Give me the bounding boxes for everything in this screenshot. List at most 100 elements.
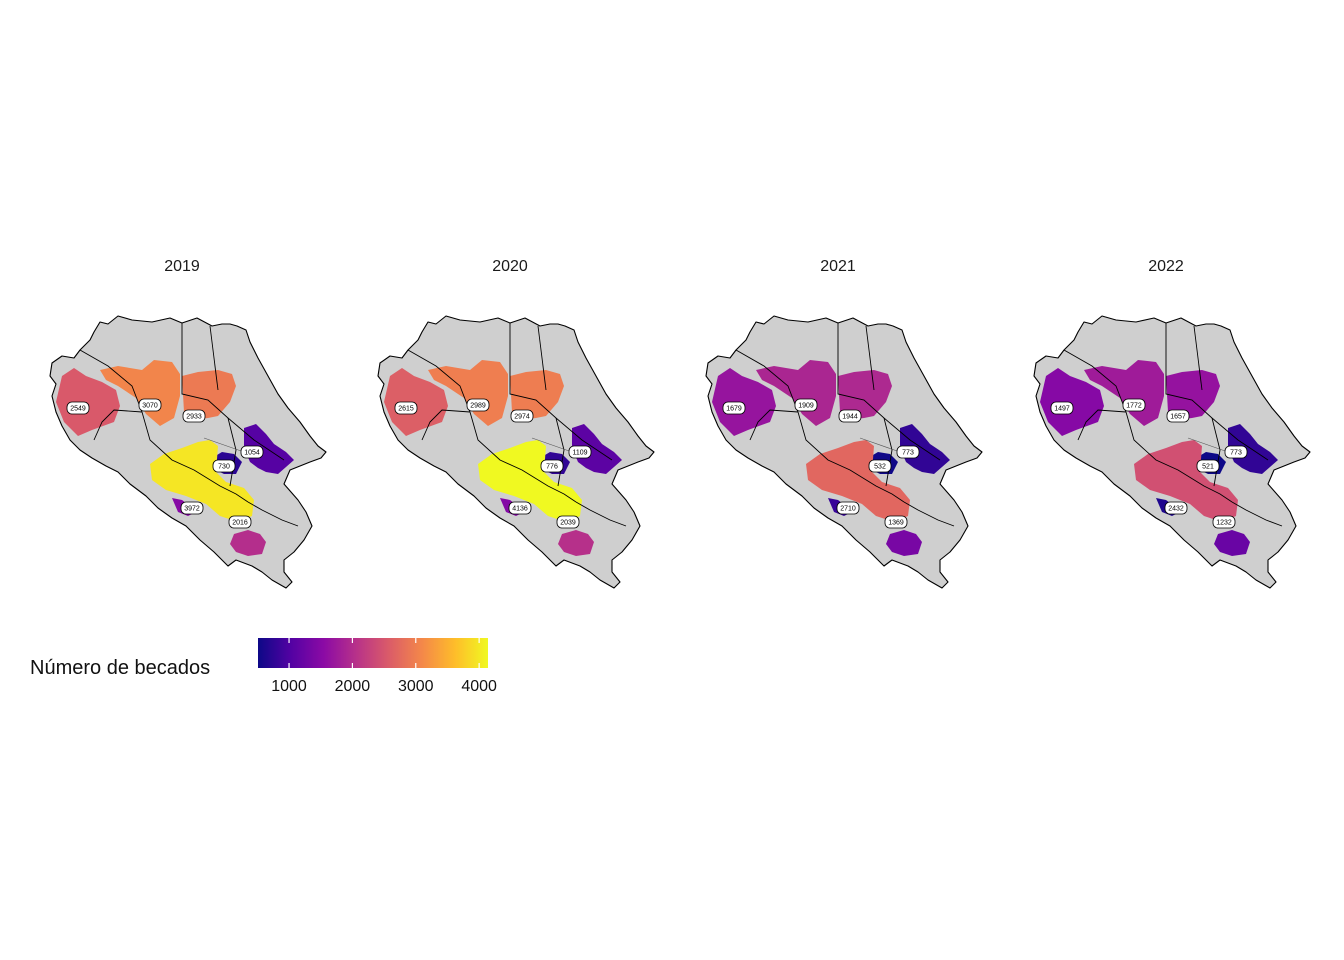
region-brunca bbox=[558, 530, 594, 556]
region-border bbox=[735, 349, 905, 503]
region-central bbox=[150, 440, 254, 522]
region-central bbox=[478, 440, 582, 522]
region-border bbox=[749, 409, 799, 441]
value-label: 1679 bbox=[722, 401, 746, 415]
value-label-text: 1497 bbox=[1054, 406, 1070, 413]
value-label-text: 532 bbox=[874, 464, 886, 471]
value-label-box bbox=[884, 515, 908, 529]
value-label-box bbox=[1212, 515, 1236, 529]
value-label-text: 776 bbox=[546, 464, 558, 471]
value-label-box bbox=[212, 459, 236, 473]
value-label-box bbox=[1164, 501, 1188, 515]
value-label-text: 3070 bbox=[142, 403, 158, 410]
map-facet-2020: 2020 2615 2989 2974 1109 776 4136 2039 bbox=[350, 250, 670, 590]
region-border bbox=[209, 325, 219, 391]
value-label: 1232 bbox=[1212, 515, 1236, 529]
value-label-box bbox=[466, 398, 490, 412]
value-label-text: 1772 bbox=[1126, 403, 1142, 410]
value-label-text: 1369 bbox=[888, 520, 904, 527]
value-label-text: 521 bbox=[1202, 464, 1214, 471]
value-label-text: 773 bbox=[1230, 450, 1242, 457]
label-leader-line bbox=[859, 437, 901, 453]
region-border bbox=[575, 501, 627, 527]
value-label: 1909 bbox=[794, 398, 818, 412]
value-label-box bbox=[794, 398, 818, 412]
value-label: 2615 bbox=[394, 401, 418, 415]
value-label-text: 2615 bbox=[398, 406, 414, 413]
region-border bbox=[1063, 349, 1233, 503]
region-border bbox=[1193, 325, 1203, 391]
label-leader-line bbox=[1187, 437, 1229, 453]
region-border bbox=[93, 409, 143, 441]
facet-title: 2022 bbox=[1148, 258, 1184, 275]
facet-title: 2019 bbox=[164, 258, 200, 275]
value-label: 1657 bbox=[1166, 409, 1190, 423]
region-border bbox=[883, 417, 893, 487]
value-label-text: 1657 bbox=[1170, 414, 1186, 421]
value-label-box bbox=[510, 409, 534, 423]
region-border bbox=[537, 325, 547, 391]
value-label: 2039 bbox=[556, 515, 580, 529]
costa-rica-map: 2615 2989 2974 1109 776 4136 2039 bbox=[377, 315, 655, 589]
value-label: 532 bbox=[868, 459, 892, 473]
region-brunca bbox=[230, 530, 266, 556]
value-label: 3070 bbox=[138, 398, 162, 412]
value-label-text: 4136 bbox=[512, 506, 528, 513]
region-border bbox=[421, 409, 471, 441]
value-label: 521 bbox=[1196, 459, 1220, 473]
value-label-box bbox=[1166, 409, 1190, 423]
value-label-text: 1909 bbox=[798, 403, 814, 410]
costa-rica-map: 2549 3070 2933 1054 730 3972 2016 bbox=[49, 315, 327, 589]
value-label-box bbox=[66, 401, 90, 415]
value-label-text: 2989 bbox=[470, 403, 486, 410]
value-label-text: 2039 bbox=[560, 520, 576, 527]
region-border bbox=[509, 323, 613, 461]
region-chorotega bbox=[56, 368, 120, 436]
value-label-box bbox=[1196, 459, 1220, 473]
region-central bbox=[1134, 440, 1238, 522]
legend-tick-labels: 1000 2000 3000 4000 bbox=[258, 678, 518, 698]
value-label: 773 bbox=[1224, 445, 1248, 459]
legend-title: Número de becados bbox=[30, 657, 211, 679]
value-label-text: 1054 bbox=[244, 450, 260, 457]
value-label-text: 3972 bbox=[184, 506, 200, 513]
region-border bbox=[1077, 409, 1127, 441]
region-brunca bbox=[886, 530, 922, 556]
value-label: 2549 bbox=[66, 401, 90, 415]
value-label-text: 773 bbox=[902, 450, 914, 457]
map-facet-2022: 2022 1497 1772 1657 773 521 2432 1232 bbox=[1006, 250, 1326, 590]
value-label-box bbox=[138, 398, 162, 412]
region-central bbox=[806, 440, 910, 522]
region-border bbox=[181, 323, 285, 461]
value-label: 1772 bbox=[1122, 398, 1146, 412]
costa-rica-map: 1497 1772 1657 773 521 2432 1232 bbox=[1033, 315, 1311, 589]
value-label-box bbox=[722, 401, 746, 415]
value-label-box bbox=[182, 409, 206, 423]
region-huetar-norte-este bbox=[182, 370, 236, 420]
value-label-box bbox=[896, 445, 920, 459]
label-leader-line bbox=[203, 437, 245, 453]
region-huetar-caribe bbox=[572, 424, 622, 474]
value-label-box bbox=[868, 459, 892, 473]
region-chorotega bbox=[384, 368, 448, 436]
value-label: 773 bbox=[896, 445, 920, 459]
value-label: 1369 bbox=[884, 515, 908, 529]
value-label: 2933 bbox=[182, 409, 206, 423]
map-facet-2021: 2021 1679 1909 1944 773 532 2710 1369 bbox=[678, 250, 998, 590]
region-border bbox=[837, 323, 941, 461]
value-label-box bbox=[394, 401, 418, 415]
value-label: 2710 bbox=[836, 501, 860, 515]
value-label-box bbox=[508, 501, 532, 515]
region-border bbox=[247, 501, 299, 527]
facet-title: 2020 bbox=[492, 258, 528, 275]
value-label: 2016 bbox=[228, 515, 252, 529]
value-label-box bbox=[180, 501, 204, 515]
costa-rica-map: 1679 1909 1944 773 532 2710 1369 bbox=[705, 315, 983, 589]
legend-tick-label: 2000 bbox=[334, 678, 371, 695]
value-label-box bbox=[540, 459, 564, 473]
value-label: 1109 bbox=[568, 445, 592, 459]
value-label: 2974 bbox=[510, 409, 534, 423]
value-label-box bbox=[228, 515, 252, 529]
region-border bbox=[903, 501, 955, 527]
value-label: 1054 bbox=[240, 445, 264, 459]
